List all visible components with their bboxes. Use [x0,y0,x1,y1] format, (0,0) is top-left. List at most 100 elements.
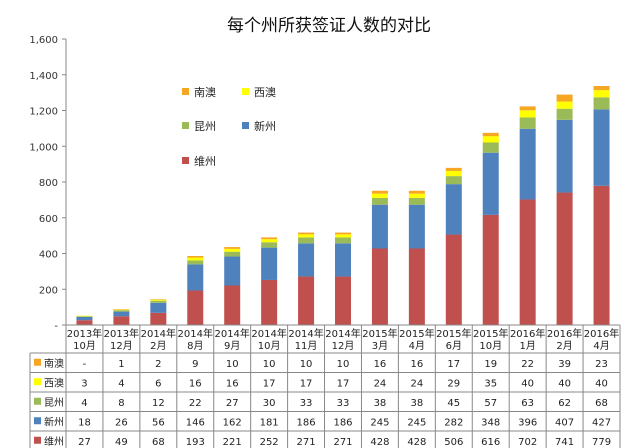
bar-segment-昆州 [445,176,462,185]
data-label: 506 [444,437,463,448]
data-label: 16 [410,359,423,370]
data-label: 428 [407,437,426,448]
bar-segment-南澳 [261,237,278,240]
data-label: 162 [223,417,242,428]
x-tick-label: 10月 [258,340,281,352]
data-label: 39 [558,359,571,370]
y-tick-label: 1,200 [29,107,58,118]
data-label: 8 [118,398,124,409]
data-label: 10 [263,359,276,370]
bar-segment-新州 [224,256,241,286]
data-label: 27 [78,437,91,448]
bar-segment-新州 [76,316,93,321]
x-tick-label: 2016年 [510,327,545,340]
x-tick-label: 1月 [519,340,535,352]
data-label: 18 [78,417,91,428]
data-label: 19 [484,359,497,370]
legend-label: 新州 [254,119,276,133]
data-label: 245 [407,417,426,428]
data-label: 33 [337,398,350,409]
data-label: 10 [226,359,239,370]
bar-segment-新州 [593,109,610,186]
bar-segment-昆州 [298,237,315,244]
bar-segment-新州 [408,204,425,249]
bar-segment-南澳 [113,309,130,310]
bar-segment-南澳 [482,132,499,137]
x-tick-label: 2014年 [325,327,360,340]
bar-segment-南澳 [187,256,204,258]
bar-segment-新州 [113,311,130,317]
bar-segment-昆州 [335,237,351,244]
bar-segment-昆州 [76,316,93,317]
x-tick-label: 2014年 [178,327,213,340]
bar-segment-西澳 [519,110,536,118]
bar-segment-维州 [519,199,536,325]
data-label: 2 [155,359,161,370]
data-label: 396 [518,417,537,428]
data-label: 252 [260,437,279,448]
data-label: 245 [370,417,389,428]
data-label: 49 [115,437,128,448]
x-tick-label: 2014年 [288,327,323,340]
data-label: 56 [152,417,165,428]
bar-segment-维州 [261,279,278,325]
x-tick-label: 10月 [73,340,96,352]
data-label: 35 [484,378,497,389]
data-label: 38 [374,398,387,409]
data-label: 271 [297,437,316,448]
data-label: 24 [374,378,387,389]
y-tick-label: 1,600 [29,35,58,46]
bar-segment-维州 [482,214,499,325]
legend-label: 西澳 [254,86,276,99]
data-label: 271 [333,437,352,448]
bar-segment-西澳 [76,315,93,317]
legend-label: 南澳 [194,86,216,99]
data-label: 33 [300,398,313,409]
data-label: 24 [410,378,423,389]
x-tick-label: 4月 [409,340,425,352]
data-label: 16 [374,359,387,370]
data-label: 10 [337,359,350,370]
data-label: 427 [592,417,611,428]
table-row-header: 西澳 [44,376,64,389]
x-tick-label: 2015年 [399,327,434,340]
x-tick-label: 3月 [372,340,388,352]
bar-segment-南澳 [519,106,536,111]
data-label: 181 [260,417,279,428]
bar-segment-维州 [371,248,388,325]
data-label: 40 [595,378,608,389]
bar-segment-昆州 [556,108,573,120]
data-label: 22 [521,359,534,370]
x-tick-label: 2014年 [251,327,286,340]
bar-segment-西澳 [150,299,167,301]
legend-swatch-南澳 [182,88,189,95]
bar-segment-南澳 [335,232,351,235]
data-label: 63 [521,398,534,409]
x-tick-label: 2013年 [104,327,139,340]
y-tick-label: 1,000 [29,142,58,153]
bar-segment-新州 [187,264,204,291]
bar-segment-西澳 [335,234,351,238]
table-row-header: 维州 [44,435,64,448]
bar-segment-西澳 [371,193,388,198]
x-tick-label: 2月 [556,340,572,352]
bar-segment-新州 [519,128,536,200]
data-label: 57 [484,398,497,409]
bar-segment-昆州 [187,260,204,265]
bar-segment-西澳 [187,257,204,261]
y-tick-label: 600 [39,214,58,225]
y-tick-label: - [54,321,58,332]
bar-segment-西澳 [224,248,241,252]
data-label: 348 [481,417,500,428]
x-tick-label: 2月 [150,340,166,352]
bar-segment-维州 [150,312,167,325]
data-label: 45 [447,398,460,409]
data-label: 6 [155,378,161,389]
data-label: 186 [297,417,316,428]
x-tick-label: 11月 [295,340,318,352]
data-label: 62 [558,398,571,409]
bar-segment-西澳 [298,234,315,238]
bar-segment-新州 [150,302,167,313]
data-label: 68 [152,437,165,448]
